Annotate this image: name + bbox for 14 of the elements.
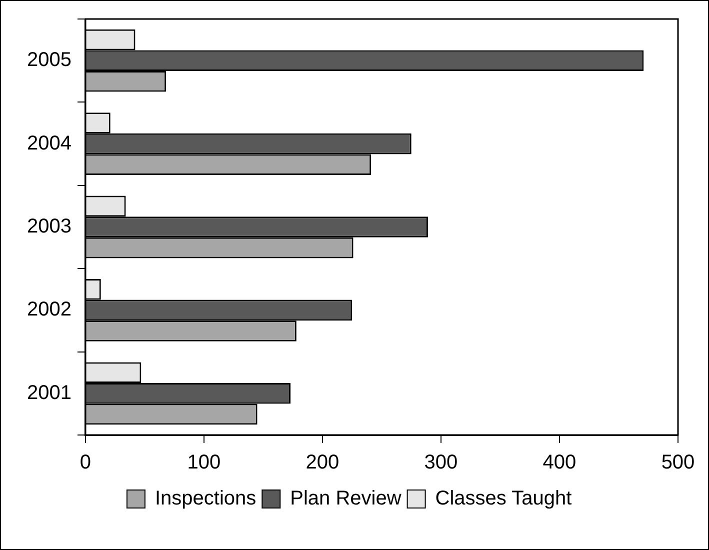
x-tick-label: 300 bbox=[424, 452, 458, 474]
x-tick-label: 400 bbox=[542, 452, 576, 474]
x-tick-label: 200 bbox=[306, 452, 340, 474]
y-tick-label: 2003 bbox=[26, 216, 72, 238]
y-tick-label: 2005 bbox=[26, 49, 72, 72]
legend-label: Classes Taught bbox=[435, 488, 572, 510]
y-tick-label: 2002 bbox=[26, 298, 72, 321]
x-tick-label: 0 bbox=[80, 452, 92, 474]
legend-label: Plan Review bbox=[290, 488, 402, 510]
y-tick-label: 2004 bbox=[26, 132, 72, 154]
y-tick-label: 2001 bbox=[26, 382, 72, 404]
legend-label: Inspections bbox=[154, 488, 256, 510]
x-tick-label: 100 bbox=[187, 452, 221, 474]
x-tick-label: 500 bbox=[661, 452, 695, 474]
